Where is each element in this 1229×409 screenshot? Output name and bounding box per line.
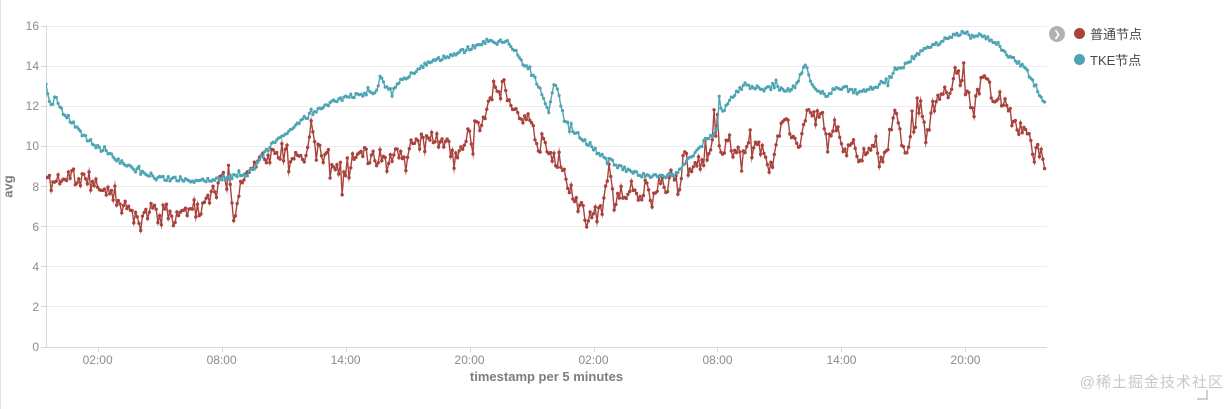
- x-tick-label: 20:00: [454, 353, 485, 367]
- y-tick-mark: [41, 226, 46, 228]
- y-tick-label: 14: [25, 59, 39, 74]
- y-tick-label: 2: [32, 299, 39, 314]
- y-tick-mark: [41, 306, 46, 308]
- x-tick-label: 02:00: [578, 353, 609, 367]
- legend-toggle-button[interactable]: ❯: [1049, 26, 1065, 42]
- x-tick-label: 14:00: [330, 353, 361, 367]
- legend-item-label: 普通节点: [1090, 27, 1143, 42]
- y-tick-mark: [41, 145, 46, 147]
- plot-canvas[interactable]: [46, 20, 1051, 354]
- y-tick-label: 12: [25, 99, 39, 114]
- legend-item-tke-node[interactable]: TKE节点: [1074, 50, 1142, 69]
- y-tick-label: 10: [25, 139, 39, 154]
- y-tick-mark: [41, 65, 46, 67]
- x-tick-label: 08:00: [206, 353, 237, 367]
- y-tick-mark: [41, 346, 46, 348]
- x-tick-label: 14:00: [826, 353, 857, 367]
- legend-item-label: TKE节点: [1090, 53, 1142, 68]
- y-tick-label: 6: [32, 219, 39, 234]
- y-tick-label: 0: [32, 340, 39, 354]
- y-tick-mark: [41, 186, 46, 187]
- y-tick-label: 8: [32, 179, 39, 194]
- legend-items: 普通节点 TKE节点: [1074, 24, 1142, 69]
- y-tick-mark: [41, 266, 46, 268]
- watermark-corner-bracket: [1197, 390, 1208, 400]
- watermark: @稀土掘金技术社区: [1079, 374, 1224, 391]
- legend: ❯ 普通节点 TKE节点: [1049, 24, 1142, 69]
- y-tick-mark: [41, 105, 46, 107]
- legend-item-ordinary-node[interactable]: 普通节点: [1074, 24, 1142, 43]
- series-color-dot: [1074, 28, 1085, 39]
- series-color-dot: [1074, 54, 1085, 65]
- x-axis-title: timestamp per 5 minutes: [469, 369, 624, 384]
- x-tick-label: 02:00: [82, 353, 113, 367]
- x-tick-label: 08:00: [702, 353, 733, 367]
- x-tick-label: 20:00: [950, 353, 981, 367]
- chevron-right-icon: ❯: [1053, 29, 1061, 39]
- y-tick-label: 16: [25, 19, 39, 33]
- y-tick-label: 4: [32, 259, 39, 274]
- y-tick-mark: [41, 25, 46, 27]
